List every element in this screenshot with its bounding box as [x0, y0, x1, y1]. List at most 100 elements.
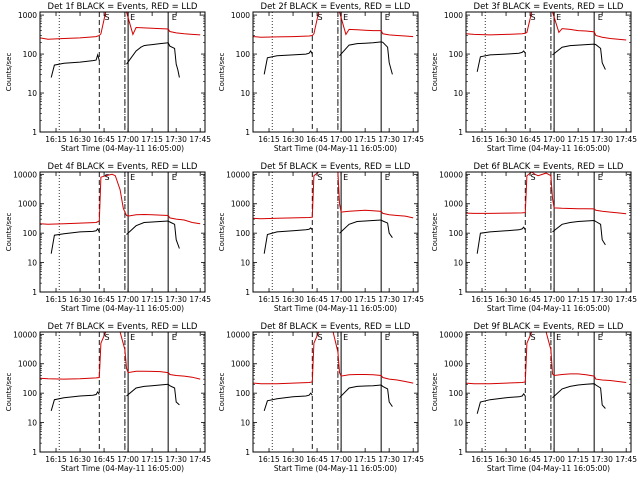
series-group: [476, 43, 606, 72]
y-tick-label: 10000: [226, 330, 250, 339]
y-tick-label: 1: [32, 448, 37, 457]
x-tick-label: 16:15: [258, 135, 280, 144]
y-tick-label: 1: [245, 128, 250, 137]
x-tick-label: 17:45: [402, 135, 424, 144]
x-tick-label: 16:45: [93, 455, 115, 464]
series-group: [466, 172, 627, 215]
marker-label: E: [172, 13, 177, 22]
chart-title: Det 5f BLACK = Events, RED = LLD: [261, 162, 411, 172]
y-tick-label: 10: [27, 259, 37, 268]
x-tick-label: 16:30: [495, 135, 517, 144]
y-tick-label: 100: [236, 389, 251, 398]
y-tick-label: 1: [245, 448, 250, 457]
x-axis-label: Start Time (04-May-11 16:05:00): [487, 464, 610, 473]
y-tick-label: 1000: [231, 11, 250, 20]
marker-label: E: [130, 333, 135, 342]
chart-title: Det 4f BLACK = Events, RED = LLD: [48, 162, 198, 172]
x-tick-label: 16:15: [258, 455, 280, 464]
x-tick-label: 17:30: [378, 135, 400, 144]
plot-frame: [39, 331, 206, 453]
series-line: [263, 50, 313, 75]
x-tick-label: 17:00: [117, 455, 139, 464]
series-group: [263, 41, 393, 75]
series-line: [50, 228, 100, 254]
series-line: [466, 332, 627, 385]
x-tick-label: 17:15: [141, 295, 163, 304]
x-tick-label: 16:15: [45, 135, 67, 144]
series-group: [50, 42, 180, 78]
x-tick-label: 17:00: [543, 135, 565, 144]
y-axis-label: Counts/sec: [218, 373, 226, 412]
marker-label: S: [317, 333, 322, 342]
marker-label: E: [385, 173, 390, 182]
series-group: [253, 332, 414, 385]
x-tick-label: 17:45: [615, 135, 637, 144]
x-tick-label: 16:15: [258, 295, 280, 304]
x-tick-label: 17:15: [567, 455, 589, 464]
marker-label: E: [556, 173, 561, 182]
x-tick-label: 17:45: [189, 135, 211, 144]
marker-label: S: [530, 333, 535, 342]
x-axis-label: Start Time (04-May-11 16:05:00): [61, 464, 184, 473]
y-tick-label: 1000: [231, 200, 250, 209]
x-tick-label: 17:00: [543, 295, 565, 304]
x-tick-label: 16:15: [471, 295, 493, 304]
series-line: [339, 384, 393, 407]
x-tick-label: 17:30: [165, 295, 187, 304]
series-line: [552, 219, 606, 246]
series-line: [50, 390, 100, 412]
x-tick-label: 16:45: [306, 135, 328, 144]
series-group: [50, 220, 180, 254]
x-axis-label: Start Time (04-May-11 16:05:00): [274, 304, 397, 313]
series-line: [126, 220, 180, 249]
x-tick-label: 17:15: [354, 455, 376, 464]
x-tick-label: 17:30: [591, 455, 613, 464]
x-axis-label: Start Time (04-May-11 16:05:00): [487, 304, 610, 313]
x-tick-label: 16:30: [495, 455, 517, 464]
series-line: [339, 41, 393, 75]
x-tick-label: 16:45: [519, 295, 541, 304]
y-axis-label: Counts/sec: [5, 213, 13, 252]
series-line: [339, 219, 393, 238]
y-tick-label: 100: [449, 50, 464, 59]
marker-label: E: [385, 13, 390, 22]
y-axis-label: Counts/sec: [431, 213, 439, 252]
x-axis-label: Start Time (04-May-11 16:05:00): [61, 304, 184, 313]
x-tick-label: 17:00: [330, 135, 352, 144]
x-tick-label: 17:30: [591, 295, 613, 304]
marker-label: S: [104, 13, 109, 22]
x-tick-label: 16:30: [282, 295, 304, 304]
y-tick-label: 100: [449, 229, 464, 238]
plot-frame: [252, 11, 419, 133]
y-tick-label: 1: [458, 448, 463, 457]
marker-label: E: [343, 173, 348, 182]
chart-title: Det 8f BLACK = Events, RED = LLD: [261, 322, 411, 332]
x-tick-label: 16:30: [282, 135, 304, 144]
x-tick-label: 16:45: [519, 135, 541, 144]
y-tick-label: 1000: [18, 11, 37, 20]
x-axis-label: Start Time (04-May-11 16:05:00): [274, 144, 397, 153]
x-tick-label: 17:00: [117, 295, 139, 304]
x-tick-label: 17:30: [378, 295, 400, 304]
x-axis-label: Start Time (04-May-11 16:05:00): [487, 144, 610, 153]
plot-frame: [465, 331, 632, 453]
series-line: [253, 12, 414, 38]
y-tick-label: 10: [240, 419, 250, 428]
y-tick-label: 100: [23, 389, 38, 398]
y-tick-label: 10: [240, 259, 250, 268]
series-line: [263, 227, 313, 254]
plot-frame: [465, 11, 632, 133]
x-axis-label: Start Time (04-May-11 16:05:00): [274, 464, 397, 473]
series-group: [263, 384, 393, 412]
y-tick-label: 10000: [13, 170, 37, 179]
y-tick-label: 1: [458, 288, 463, 297]
series-group: [466, 12, 627, 41]
series-line: [253, 332, 414, 385]
x-tick-label: 17:15: [354, 135, 376, 144]
marker-label: E: [556, 13, 561, 22]
y-tick-label: 10: [453, 259, 463, 268]
